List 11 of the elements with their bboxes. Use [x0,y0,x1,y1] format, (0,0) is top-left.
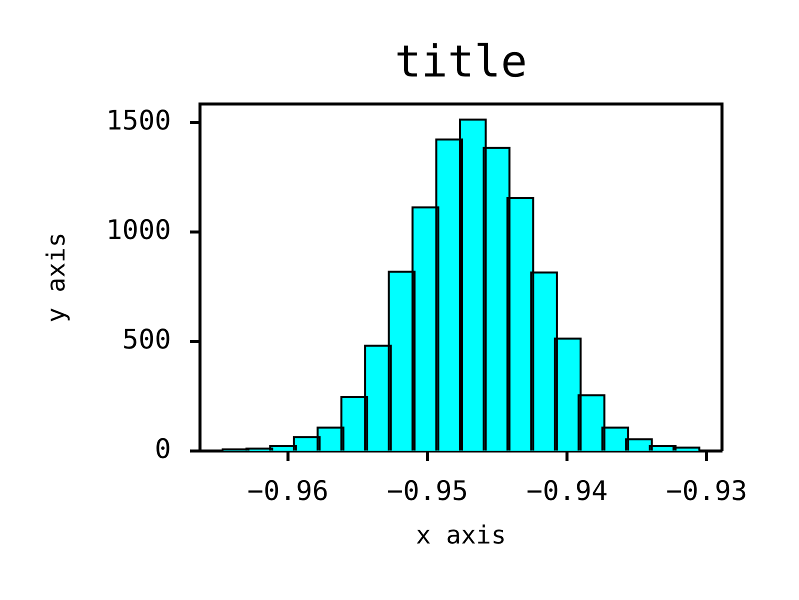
y-tick-label: 500 [122,324,171,356]
y-tick-label: 1500 [106,106,171,137]
x-axis-title: x axis [416,520,506,550]
y-tick-label: 0 [154,434,171,466]
x-tick-label: −0.93 [666,476,748,508]
y-tick-label: 1000 [106,215,171,246]
x-tick-label: −0.94 [526,476,608,508]
y-axis-title: y axis [42,232,70,323]
chart-title: title [394,36,528,88]
x-tick-label: −0.96 [247,476,329,508]
x-tick-label: −0.95 [386,476,468,508]
